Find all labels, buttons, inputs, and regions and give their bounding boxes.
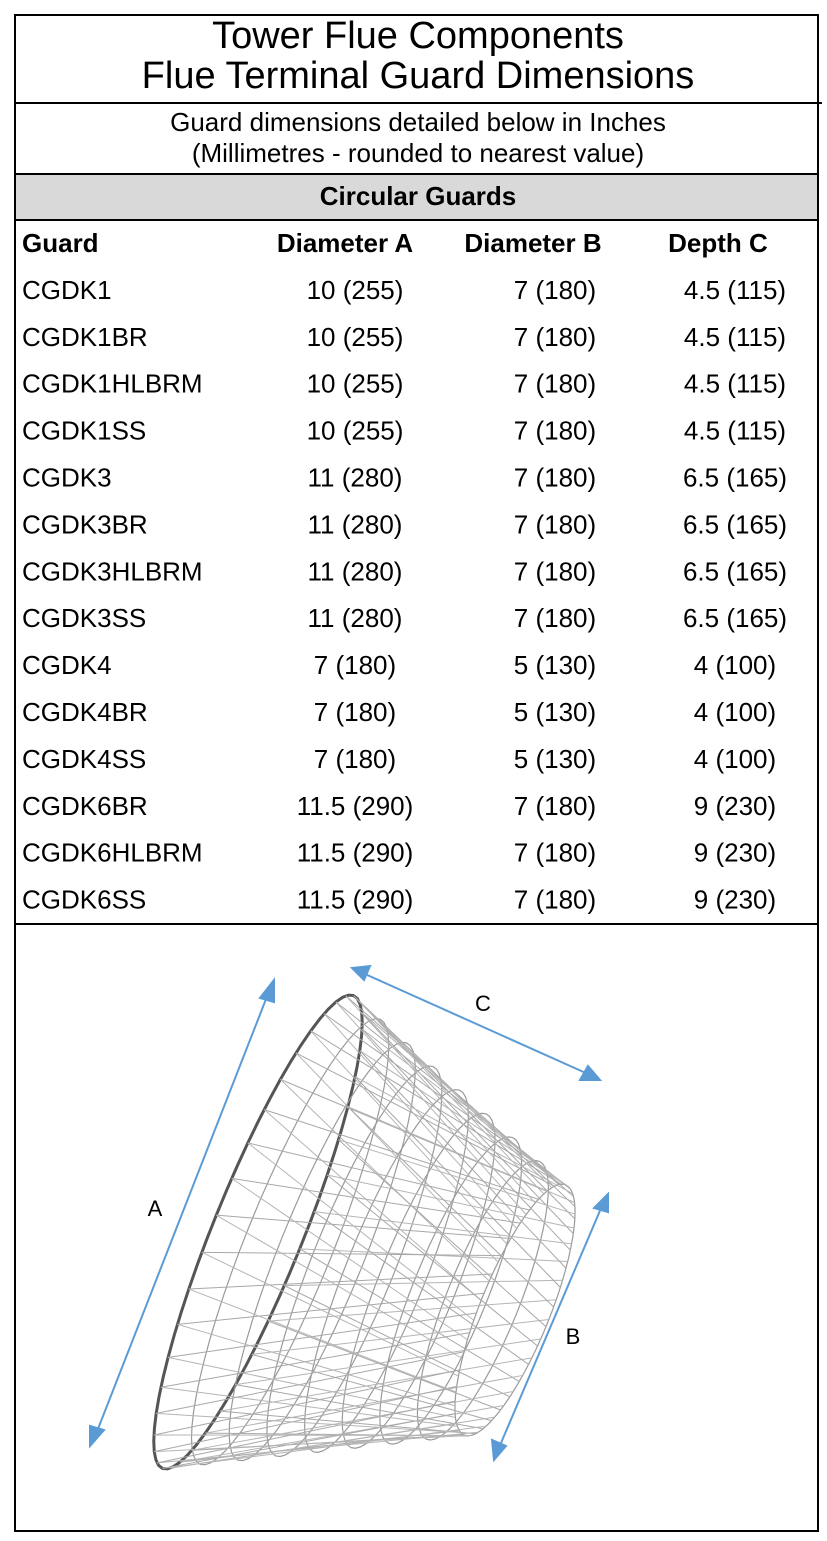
table-cell: 4 (100) xyxy=(694,697,776,727)
mesh-wire xyxy=(205,1375,522,1433)
table-cell: 6.5 (165) xyxy=(683,462,787,492)
subtitle-line: (Millimetres - rounded to nearest value) xyxy=(192,138,644,168)
table-cell: 7 (180) xyxy=(514,838,596,868)
table-cell: 9 (230) xyxy=(694,885,776,915)
mesh-wire xyxy=(348,1107,575,1203)
table-cell: 11 (280) xyxy=(308,462,403,492)
mesh-wire xyxy=(252,1320,549,1355)
table-cell: 9 (230) xyxy=(694,838,776,868)
table-cell: CGDK4SS xyxy=(22,744,146,774)
table-cell: 7 (180) xyxy=(314,650,396,680)
table-cell: 11.5 (290) xyxy=(297,791,414,821)
table-cell: CGDK4BR xyxy=(22,697,148,727)
table-cell: 4.5 (115) xyxy=(684,416,786,446)
table-cell: CGDK6SS xyxy=(22,885,146,915)
table-cell: 6.5 (165) xyxy=(683,509,787,539)
mesh-wire xyxy=(177,1324,454,1406)
table-cell: 4 (100) xyxy=(694,744,776,774)
column-header: Depth C xyxy=(668,228,768,258)
column-header: Diameter A xyxy=(277,228,414,258)
mesh-wire xyxy=(362,1012,559,1184)
table-cell: 10 (255) xyxy=(307,275,404,305)
column-header: Diameter B xyxy=(464,228,601,258)
table-cell: 7 (180) xyxy=(514,275,596,305)
table-cell: CGDK4 xyxy=(22,650,112,680)
dimension-label: B xyxy=(566,1324,581,1349)
table-cell: 11.5 (290) xyxy=(297,838,414,868)
table-cell: 9 (230) xyxy=(694,791,776,821)
table-cell: 7 (180) xyxy=(514,603,596,633)
mesh-wire xyxy=(162,1414,455,1469)
table-cell: CGDK1BR xyxy=(22,322,148,352)
table-cell: 11 (280) xyxy=(308,556,403,586)
mesh-ring xyxy=(154,995,362,1469)
table-cell: 10 (255) xyxy=(307,416,404,446)
table-cell: 4.5 (115) xyxy=(684,369,786,399)
mesh-wire xyxy=(216,1215,510,1238)
table-cell: 5 (130) xyxy=(514,744,596,774)
table-cell: 7 (180) xyxy=(314,744,396,774)
table-cell: 4.5 (115) xyxy=(684,275,786,305)
table-cell: 11.5 (290) xyxy=(297,885,414,915)
table-cell: 7 (180) xyxy=(514,885,596,915)
title-line: Tower Flue Components xyxy=(212,15,624,57)
dimension-label: C xyxy=(475,991,491,1016)
title-line: Flue Terminal Guard Dimensions xyxy=(142,55,695,97)
table-cell: CGDK1HLBRM xyxy=(22,369,203,399)
mesh-ring xyxy=(417,1161,548,1440)
guard-illustration xyxy=(154,995,575,1469)
mesh-wire xyxy=(360,1051,566,1269)
dimension-label: A xyxy=(148,1196,163,1221)
table-cell: 10 (255) xyxy=(307,322,404,352)
table-cell: 7 (180) xyxy=(314,697,396,727)
table-cell: CGDK1 xyxy=(22,275,112,305)
subtitle-line: Guard dimensions detailed below in Inche… xyxy=(170,107,666,137)
mesh-wire xyxy=(220,1411,476,1434)
table-cell: 7 (180) xyxy=(514,416,596,446)
table-cell: 5 (130) xyxy=(514,697,596,727)
column-header: Guard xyxy=(22,228,99,258)
table-cell: 7 (180) xyxy=(514,509,596,539)
table-cell: 6.5 (165) xyxy=(683,603,787,633)
table-cell: 7 (180) xyxy=(514,462,596,492)
table-cell: 10 (255) xyxy=(307,369,404,399)
table-cell: 7 (180) xyxy=(514,369,596,399)
table-cell: 4.5 (115) xyxy=(684,322,786,352)
mesh-wire xyxy=(168,1357,455,1417)
table-cell: 4 (100) xyxy=(694,650,776,680)
table-cell: 11 (280) xyxy=(308,603,403,633)
mesh-wire xyxy=(362,1029,570,1250)
table-cell: 11 (280) xyxy=(308,509,403,539)
table-cell: 7 (180) xyxy=(514,791,596,821)
table-cell: CGDK3HLBRM xyxy=(22,556,203,586)
table-cell: CGDK6HLBRM xyxy=(22,838,203,868)
section-title: Circular Guards xyxy=(320,181,517,211)
mesh-wire xyxy=(202,1252,502,1255)
table-cell: 5 (130) xyxy=(514,650,596,680)
table-cell: CGDK1SS xyxy=(22,416,146,446)
table-cell: CGDK3BR xyxy=(22,509,148,539)
mesh-wire xyxy=(157,1401,455,1463)
table-cell: CGDK6BR xyxy=(22,791,148,821)
table-cell: 7 (180) xyxy=(514,556,596,586)
table-cell: 6.5 (165) xyxy=(683,556,787,586)
table-cell: CGDK3SS xyxy=(22,603,146,633)
table-cell: 7 (180) xyxy=(514,322,596,352)
mesh-wire xyxy=(362,1012,574,1233)
mesh-wire xyxy=(189,1274,493,1289)
table-cell: CGDK3 xyxy=(22,462,112,492)
